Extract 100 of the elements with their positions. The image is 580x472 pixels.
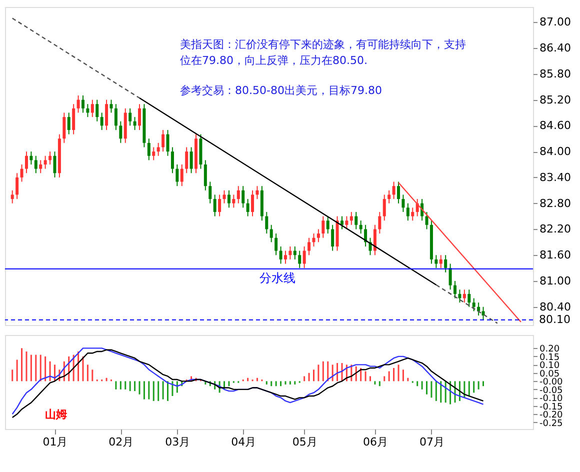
candlestick <box>256 186 259 200</box>
y-tick-label: 0.10 <box>540 361 560 372</box>
candlestick <box>67 112 70 135</box>
y-tick-label: 81.00 <box>540 274 571 288</box>
candlestick <box>100 112 104 130</box>
x-tick-label: 04月 <box>231 436 256 448</box>
candlestick <box>388 190 391 204</box>
annotation: 位在79.80，向上反弹，压力在80.50. <box>180 54 368 67</box>
x-tick-label: 03月 <box>165 436 190 448</box>
candlestick <box>110 99 113 114</box>
candlestick <box>270 224 273 243</box>
candlestick <box>345 216 348 230</box>
candlestick <box>279 246 282 264</box>
candlestick <box>322 216 325 238</box>
candlestick <box>213 194 216 217</box>
candlestick <box>468 289 471 308</box>
candlestick <box>284 250 287 264</box>
candlestick <box>298 250 302 269</box>
candlestick <box>90 99 94 118</box>
y-tick-label: 80.40 <box>540 300 571 314</box>
candlestick <box>462 289 466 304</box>
candlestick <box>72 104 76 135</box>
candlestick <box>232 194 236 208</box>
candlestick <box>274 233 278 256</box>
candlestick <box>482 306 485 320</box>
candlestick <box>293 246 296 260</box>
x-tick-label: 06月 <box>362 436 388 448</box>
candlestick <box>53 151 56 178</box>
y-tick-label: 81.60 <box>540 248 571 262</box>
candlestick <box>152 146 156 161</box>
y-tick-label: 86.40 <box>540 41 571 54</box>
candlestick <box>105 99 108 130</box>
candlestick <box>20 164 24 182</box>
candlestick <box>425 211 428 230</box>
candlestick <box>308 237 311 256</box>
candlestick <box>48 151 52 165</box>
candlestick <box>454 280 457 299</box>
candlestick <box>147 138 150 161</box>
candlestick <box>162 129 165 152</box>
y-tick-label: 0.15 <box>540 352 560 363</box>
x-tick-label: 07月 <box>419 436 444 448</box>
candlestick <box>81 94 84 114</box>
y-tick-label: 85.20 <box>540 93 571 106</box>
candlestick <box>242 186 245 208</box>
candlestick <box>382 194 386 222</box>
candlestick <box>119 120 122 144</box>
candlestick <box>185 146 188 174</box>
candlestick <box>208 181 212 204</box>
y-tick-label: 82.80 <box>540 196 571 210</box>
candlestick <box>114 104 118 130</box>
candlestick <box>16 172 19 200</box>
candlestick <box>138 104 141 130</box>
candlestick <box>397 181 400 204</box>
candlestick <box>265 211 268 234</box>
candlestick <box>62 112 66 144</box>
candlestick <box>133 116 136 130</box>
candlestick <box>222 190 226 204</box>
candlestick <box>477 302 480 316</box>
candlestick <box>350 211 353 226</box>
candlestick <box>190 146 193 174</box>
y-tick-label: 83.40 <box>540 170 571 184</box>
candlestick <box>39 160 42 174</box>
annotation: 参考交易：80.50-80出美元，目标79.80 <box>180 84 382 97</box>
candlestick <box>128 108 132 126</box>
candlestick <box>34 155 38 174</box>
y-tick-label: 87.00 <box>540 16 571 29</box>
y-tick-label: -0.25 <box>540 418 563 429</box>
candlestick <box>246 198 250 217</box>
candlestick <box>96 99 99 122</box>
y-tick-label: 84.60 <box>540 119 571 132</box>
candlestick <box>30 151 33 165</box>
candlestick <box>402 194 405 212</box>
candlestick <box>236 186 240 204</box>
candlestick <box>10 190 14 204</box>
candlestick <box>373 224 376 256</box>
y-tick-label: 85.80 <box>540 67 571 80</box>
ref-line-label: 分水线 <box>259 270 296 285</box>
ref-line-label: 80.10 <box>539 312 570 326</box>
candlestick <box>378 211 382 234</box>
candlestick <box>176 164 179 187</box>
candlestick <box>354 211 358 230</box>
candlestick <box>156 142 160 156</box>
candlestick <box>406 202 410 222</box>
annotation: 美指天图：汇价没有停下来的迹象，有可能持续向下，支持 <box>180 38 466 51</box>
candlestick <box>331 224 334 252</box>
candlestick <box>411 207 414 222</box>
x-tick-label: 02月 <box>108 436 134 448</box>
x-tick-label: 01月 <box>42 436 68 448</box>
candlestick <box>458 289 462 304</box>
y-tick-label: -0.05 <box>540 386 563 396</box>
y-tick-label: -0.00 <box>540 378 564 388</box>
candlestick <box>227 190 230 208</box>
candlestick <box>316 228 320 243</box>
candlestick <box>204 160 207 191</box>
candlestick <box>76 94 80 114</box>
candlestick <box>218 194 222 217</box>
candlestick <box>439 254 442 269</box>
annotation: 山姆 <box>45 408 67 421</box>
candlestick <box>340 216 344 230</box>
candlestick <box>86 104 90 118</box>
